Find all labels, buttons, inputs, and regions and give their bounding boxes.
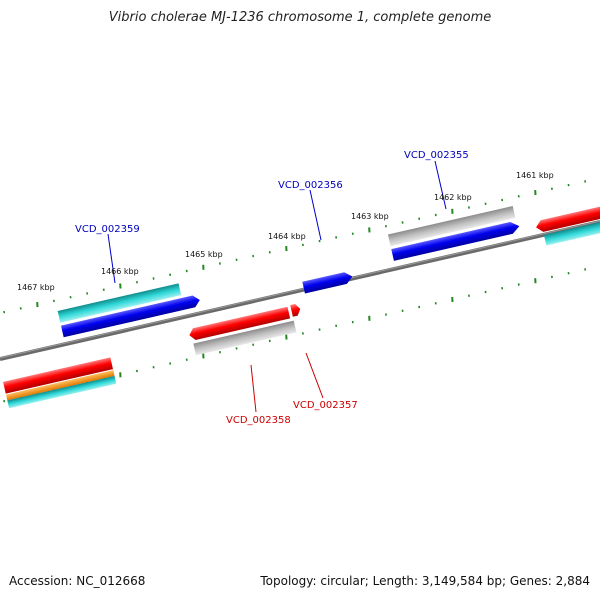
- gene-label-vcd-002359[interactable]: VCD_002359: [75, 224, 140, 235]
- callout-line-vcd-002359: [107, 233, 116, 284]
- kbp-label-1462: 1462 kbp: [434, 193, 472, 202]
- cds-arrow-vcd-002356[interactable]: [302, 271, 353, 294]
- gene-label-vcd-002358[interactable]: VCD_002358: [226, 415, 291, 426]
- cds-arrow-vcd-002358[interactable]: [188, 306, 291, 341]
- map-title: Vibrio cholerae MJ-1236 chromosome 1, co…: [108, 10, 492, 25]
- feature-orange-left-edge[interactable]: [5, 370, 115, 401]
- feature-red-right-edge[interactable]: [535, 193, 600, 233]
- feature-red-left-edge[interactable]: [3, 357, 113, 394]
- gene-bar-vcd-002358[interactable]: [193, 320, 297, 356]
- gene-label-vcd-002355[interactable]: VCD_002355: [404, 150, 469, 161]
- outer-tick-track: [3, 180, 587, 314]
- gene-label-vcd-002356[interactable]: VCD_002356: [278, 180, 343, 191]
- callout-line-vcd-002358: [250, 364, 257, 413]
- gene-label-vcd-002357[interactable]: VCD_002357: [293, 400, 358, 411]
- feature-cyan-right-edge[interactable]: [543, 207, 600, 246]
- kbp-label-1464: 1464 kbp: [268, 232, 306, 241]
- callout-line-vcd-002357: [305, 352, 324, 399]
- topology-text: Topology: circular; Length: 3,149,584 bp…: [260, 574, 590, 588]
- callout-line-vcd-002355: [434, 160, 447, 210]
- gene-bar-vcd-002355[interactable]: [387, 206, 516, 247]
- cds-arrow-vcd-002355[interactable]: [391, 220, 520, 261]
- chromosome-backbone: [0, 220, 600, 361]
- kbp-label-1465: 1465 kbp: [185, 250, 223, 259]
- kbp-label-1461: 1461 kbp: [516, 171, 554, 180]
- gene-bar-vcd-002359[interactable]: [57, 283, 182, 323]
- kbp-label-1466: 1466 kbp: [101, 267, 139, 276]
- kbp-label-1467: 1467 kbp: [17, 283, 55, 292]
- accession-text: Accession: NC_012668: [9, 574, 146, 588]
- feature-cyan-left-edge[interactable]: [7, 375, 117, 409]
- kbp-label-1463: 1463 kbp: [351, 212, 389, 221]
- callout-line-vcd-002356: [309, 189, 322, 241]
- chromosome-backbone-highlight: [0, 220, 600, 359]
- cds-arrow-vcd-002357[interactable]: [290, 303, 301, 317]
- cds-arrow-vcd-002359[interactable]: [60, 294, 201, 338]
